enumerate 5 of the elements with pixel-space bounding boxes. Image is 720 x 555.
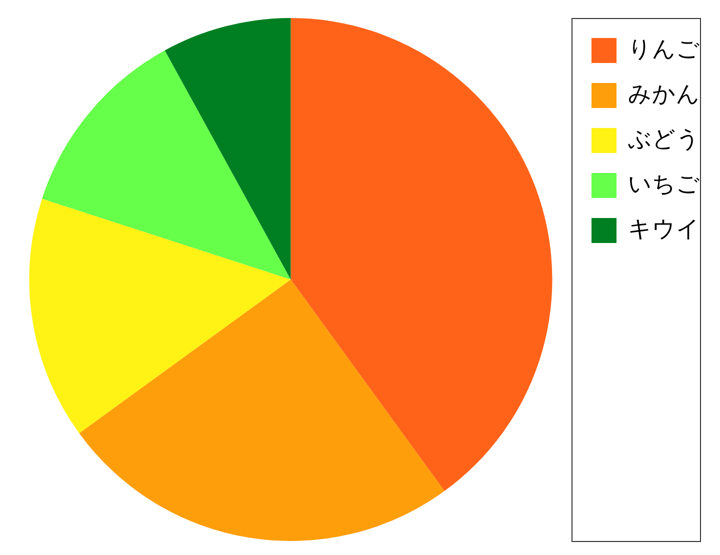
legend-label: みかん	[628, 81, 700, 108]
legend-label: キウイ	[628, 216, 700, 242]
legend-label: いちご	[628, 171, 700, 198]
legend-label: りんご	[628, 36, 700, 62]
legend-label: ぶどう	[628, 126, 700, 152]
